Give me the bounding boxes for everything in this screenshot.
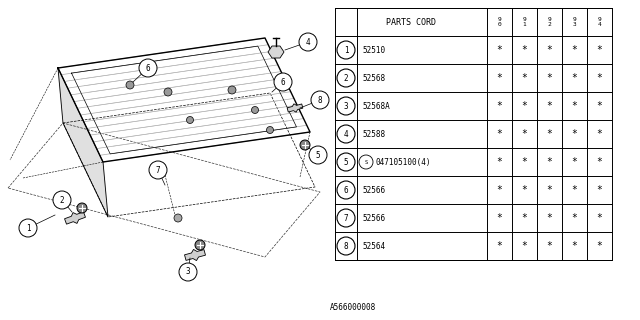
Text: *: * [522,213,527,223]
Text: *: * [497,101,502,111]
Text: *: * [547,129,552,139]
Text: 7: 7 [156,165,160,174]
Text: 2: 2 [60,196,64,204]
Circle shape [126,81,134,89]
Text: 7: 7 [344,213,348,222]
Text: *: * [522,241,527,251]
Text: *: * [497,185,502,195]
Polygon shape [268,46,284,58]
Text: 52566: 52566 [362,186,385,195]
Text: *: * [547,101,552,111]
Text: *: * [572,213,577,223]
Text: *: * [547,45,552,55]
Text: *: * [572,241,577,251]
Text: *: * [522,73,527,83]
Text: 52510: 52510 [362,45,385,54]
Text: *: * [522,129,527,139]
Text: 9
1: 9 1 [523,17,526,27]
Text: *: * [522,101,527,111]
Polygon shape [58,68,108,217]
Text: *: * [572,101,577,111]
Circle shape [179,263,197,281]
Text: *: * [572,73,577,83]
Text: *: * [596,241,602,251]
Text: *: * [596,213,602,223]
Text: 2: 2 [344,74,348,83]
Circle shape [77,203,87,213]
Text: *: * [522,185,527,195]
Circle shape [309,146,327,164]
Text: PARTS CORD: PARTS CORD [386,18,436,27]
Text: 52568: 52568 [362,74,385,83]
Text: 9
3: 9 3 [573,17,577,27]
Polygon shape [65,212,86,224]
Text: 52564: 52564 [362,242,385,251]
Text: S: S [364,159,367,164]
Circle shape [139,59,157,77]
Text: *: * [572,45,577,55]
Text: *: * [497,73,502,83]
Text: *: * [596,129,602,139]
Circle shape [300,140,310,150]
Text: 3: 3 [344,101,348,110]
Text: *: * [522,157,527,167]
Text: 52588: 52588 [362,130,385,139]
Text: 047105100(4): 047105100(4) [376,157,431,166]
Text: 1: 1 [26,223,30,233]
Bar [335,8,612,260]
Text: *: * [572,129,577,139]
Text: 5: 5 [344,157,348,166]
Circle shape [195,240,205,250]
Text: *: * [522,45,527,55]
Text: *: * [547,157,552,167]
Text: *: * [497,45,502,55]
Text: 8: 8 [317,95,323,105]
Text: *: * [596,73,602,83]
Circle shape [19,219,37,237]
Text: 6: 6 [146,63,150,73]
Text: 4: 4 [344,130,348,139]
Text: *: * [596,185,602,195]
Text: *: * [497,213,502,223]
Text: 3: 3 [186,268,190,276]
Circle shape [53,191,71,209]
Circle shape [311,91,329,109]
Text: 4: 4 [306,37,310,46]
Text: *: * [572,157,577,167]
Text: *: * [572,185,577,195]
Text: A566000008: A566000008 [330,303,376,312]
Text: *: * [596,45,602,55]
Text: 5: 5 [316,150,320,159]
Text: 9
2: 9 2 [548,17,552,27]
Text: *: * [596,157,602,167]
Polygon shape [58,38,310,162]
Circle shape [228,86,236,94]
Text: 1: 1 [344,45,348,54]
Circle shape [274,73,292,91]
Text: 6: 6 [281,77,285,86]
Circle shape [266,126,273,133]
Text: 52568A: 52568A [362,101,390,110]
Text: *: * [547,185,552,195]
Text: *: * [547,73,552,83]
Text: 8: 8 [344,242,348,251]
Text: *: * [547,213,552,223]
Polygon shape [287,104,303,112]
Text: *: * [547,241,552,251]
Circle shape [252,107,259,114]
Text: 6: 6 [344,186,348,195]
Circle shape [174,214,182,222]
Text: *: * [497,157,502,167]
Circle shape [186,116,193,124]
Text: *: * [497,129,502,139]
Text: 52566: 52566 [362,213,385,222]
Text: 9
4: 9 4 [598,17,602,27]
Circle shape [149,161,167,179]
Circle shape [299,33,317,51]
Polygon shape [184,249,205,260]
Circle shape [164,88,172,96]
Text: *: * [596,101,602,111]
Text: 9
0: 9 0 [498,17,501,27]
Text: *: * [497,241,502,251]
